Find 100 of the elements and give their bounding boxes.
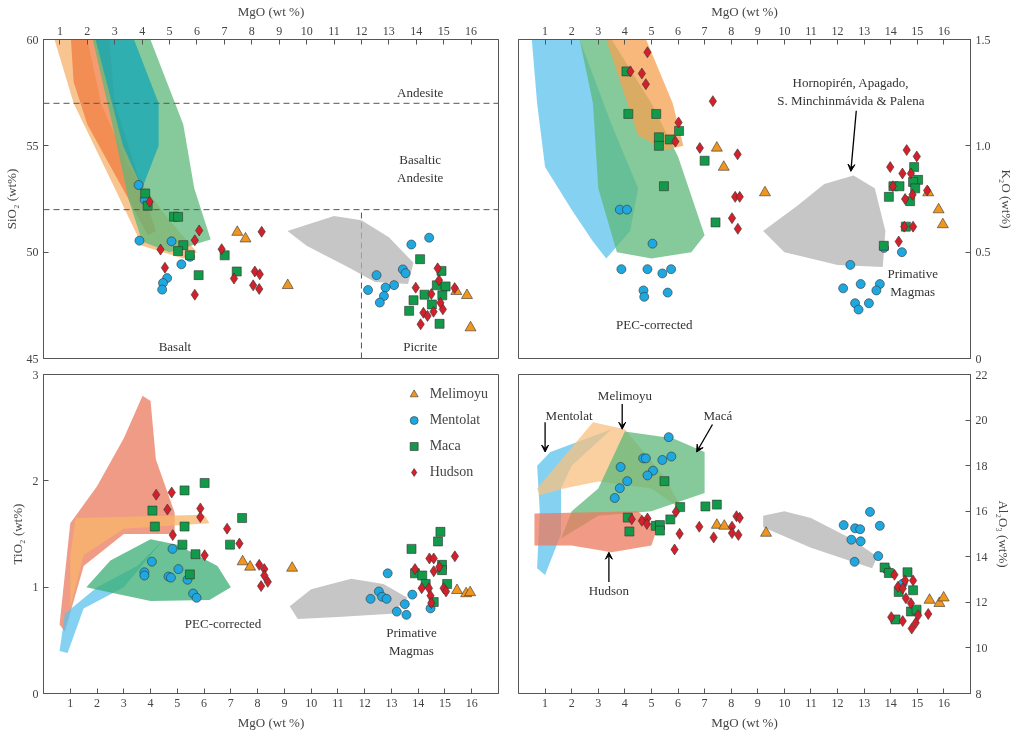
- x-tick-label: 16: [937, 695, 950, 710]
- x-tick-label: 4: [139, 23, 146, 38]
- x-tick-label: 6: [675, 23, 682, 38]
- x-tick-label: 1: [542, 23, 549, 38]
- y-tick-label: 0: [32, 686, 39, 701]
- annotation: Hudson: [588, 583, 630, 599]
- x-tick-label: 10: [305, 695, 318, 710]
- x-tick-label: 4: [621, 695, 628, 710]
- annotation: Andesite: [397, 84, 444, 100]
- x-tick-label: 4: [621, 23, 628, 38]
- x-axis-title: MgO (wt %): [237, 3, 305, 19]
- x-tick-label: 2: [94, 695, 101, 710]
- x-tick-label: 11: [805, 695, 817, 710]
- annotation: Primative Magmas: [386, 624, 437, 658]
- y-tick-label: 12: [975, 595, 988, 610]
- y-tick-label: 18: [975, 458, 988, 473]
- x-tick-label: 10: [778, 695, 791, 710]
- y-tick-label: 1.5: [975, 32, 991, 47]
- x-tick-label: 7: [701, 695, 708, 710]
- x-tick-label: 12: [355, 23, 368, 38]
- y-tick-label: 55: [26, 138, 39, 153]
- x-tick-label: 3: [111, 23, 118, 38]
- y-tick-label: 22: [975, 367, 988, 382]
- x-tick-label: 14: [410, 23, 423, 38]
- x-tick-label: 6: [675, 695, 682, 710]
- y-axis-title: SiO₂ (wt%): [3, 168, 19, 230]
- annotation: Basalt: [158, 338, 192, 354]
- y-tick-label: 60: [26, 32, 39, 47]
- y-tick-label: 20: [975, 413, 988, 428]
- x-tick-label: 8: [254, 695, 261, 710]
- x-tick-label: 8: [728, 695, 735, 710]
- x-tick-label: 7: [701, 23, 708, 38]
- x-tick-label: 3: [595, 23, 602, 38]
- x-tick-label: 6: [193, 23, 200, 38]
- x-tick-label: 13: [382, 23, 395, 38]
- y-tick-label: 2: [32, 473, 39, 488]
- y-tick-label: 0.5: [975, 245, 991, 260]
- y-tick-label: 50: [26, 245, 39, 260]
- x-axis-title: MgO (wt %): [711, 714, 778, 730]
- x-tick-label: 10: [778, 23, 791, 38]
- y-axis-title: K₂O (wt%): [998, 169, 1014, 229]
- x-tick-label: 2: [568, 23, 575, 38]
- x-tick-label: 5: [648, 695, 655, 710]
- x-tick-label: 12: [358, 695, 371, 710]
- y-tick-label: 1: [32, 580, 39, 595]
- x-tick-label: 3: [595, 695, 602, 710]
- x-tick-label: 1: [56, 23, 63, 38]
- x-tick-label: 5: [166, 23, 173, 38]
- x-tick-label: 12: [831, 695, 844, 710]
- y-axis-title: TiO₂ (wt%): [9, 503, 25, 565]
- legend-label: Mentolat: [429, 412, 481, 428]
- x-tick-label: 16: [465, 695, 478, 710]
- y-tick-label: 16: [975, 504, 988, 519]
- y-tick-label: 0: [975, 351, 982, 366]
- legend-label: Maca: [429, 438, 461, 454]
- x-tick-label: 16: [465, 23, 478, 38]
- x-tick-label: 2: [568, 695, 575, 710]
- annotation: PEC-corrected: [616, 317, 694, 333]
- x-tick-label: 6: [201, 695, 208, 710]
- x-tick-label: 7: [221, 23, 228, 38]
- x-axis-title: MgO (wt %): [237, 714, 305, 730]
- x-tick-label: 12: [831, 23, 844, 38]
- x-tick-label: 9: [754, 23, 761, 38]
- x-tick-label: 15: [911, 695, 924, 710]
- annotation: Mentolat: [545, 408, 593, 424]
- x-tick-label: 2: [84, 23, 91, 38]
- x-tick-label: 15: [911, 23, 924, 38]
- x-tick-label: 15: [438, 695, 451, 710]
- x-tick-label: 11: [805, 23, 817, 38]
- x-tick-label: 13: [385, 695, 398, 710]
- annotation: Picrite: [403, 338, 438, 354]
- x-tick-label: 16: [937, 23, 950, 38]
- x-tick-label: 9: [281, 695, 288, 710]
- x-tick-label: 13: [858, 23, 871, 38]
- y-tick-label: 1.0: [975, 138, 991, 153]
- x-tick-label: 1: [542, 695, 549, 710]
- x-axis-title: MgO (wt %): [711, 3, 778, 19]
- annotation: Macá: [703, 408, 733, 424]
- x-tick-label: 1: [67, 695, 74, 710]
- annotation: PEC-corrected: [184, 615, 262, 631]
- x-tick-label: 13: [858, 695, 871, 710]
- annotation: Basaltic Andesite: [397, 152, 444, 186]
- y-tick-label: 10: [975, 640, 988, 655]
- x-tick-label: 14: [412, 695, 425, 710]
- legend-label: Hudson: [429, 464, 474, 480]
- x-tick-label: 4: [147, 695, 154, 710]
- annotation: Primative Magmas: [887, 265, 939, 299]
- x-tick-label: 10: [300, 23, 313, 38]
- x-tick-label: 14: [884, 695, 897, 710]
- y-axis-title: Al₂O₃ (wt%): [995, 500, 1011, 568]
- annotation: Hornopirén, Apagado, S. Minchinmávida & Palena: [777, 75, 925, 109]
- annotation: Melimoyu: [597, 387, 653, 403]
- legend-label: Melimoyu: [429, 386, 488, 402]
- x-tick-label: 7: [227, 695, 234, 710]
- x-tick-label: 5: [648, 23, 655, 38]
- y-tick-label: 3: [32, 367, 39, 382]
- x-tick-label: 11: [328, 23, 340, 38]
- y-tick-label: 45: [26, 351, 39, 366]
- x-tick-label: 9: [754, 695, 761, 710]
- x-tick-label: 14: [884, 23, 897, 38]
